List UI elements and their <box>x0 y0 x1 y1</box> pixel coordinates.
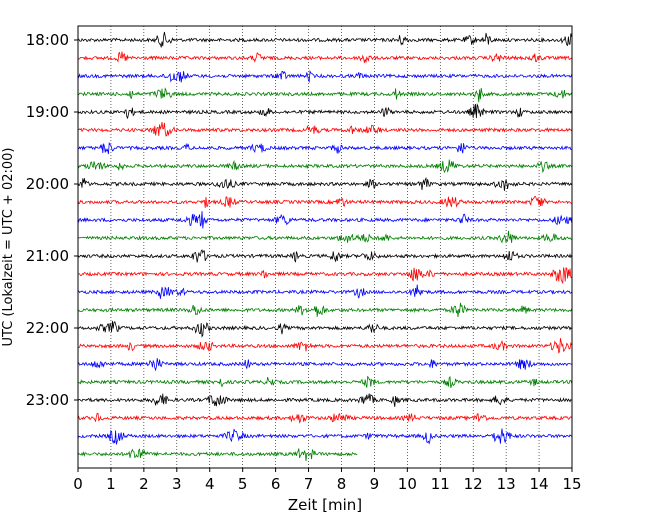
x-tick-label: 1 <box>106 475 116 493</box>
trace-2145 <box>77 302 572 318</box>
trace-2315 <box>77 412 572 424</box>
y-tick-label: 18:00 <box>26 31 69 49</box>
trace-1800 <box>77 31 572 48</box>
x-tick-label: 3 <box>172 475 182 493</box>
x-tick-label: 10 <box>398 475 417 493</box>
y-tick-label: 23:00 <box>26 391 69 409</box>
trace-2345 <box>77 448 358 462</box>
trace-2015 <box>77 196 572 208</box>
trace-1900 <box>77 103 572 120</box>
trace-1845 <box>77 87 572 103</box>
trace-1930 <box>77 141 572 155</box>
x-tick-label: 5 <box>238 475 248 493</box>
x-tick-label: 11 <box>431 475 450 493</box>
trace-2000 <box>77 176 572 191</box>
trace-2045 <box>77 230 572 244</box>
y-axis-label: UTC (Lokalzeit = UTC + 02:00) <box>1 148 16 347</box>
x-tick-label: 13 <box>497 475 516 493</box>
trace-1815 <box>77 51 572 64</box>
y-tick-label: 21:00 <box>26 247 69 265</box>
x-tick-label: 6 <box>271 475 281 493</box>
x-tick-label: 2 <box>139 475 149 493</box>
trace-2130 <box>77 284 572 299</box>
trace-2115 <box>77 267 572 285</box>
x-axis-ticks: 0 1 2 3 4 5 6 7 8 9 10 11 12 13 14 15 <box>73 468 582 493</box>
y-axis-ticks: 18:00 19:00 20:00 21:00 22:00 23:00 <box>26 31 78 409</box>
trace-2300 <box>77 393 572 407</box>
trace-2330 <box>77 428 572 445</box>
x-tick-label: 8 <box>337 475 347 493</box>
trace-1915 <box>77 122 572 137</box>
x-tick-label: 0 <box>73 475 83 493</box>
trace-2215 <box>77 338 572 354</box>
y-tick-label: 22:00 <box>26 319 69 337</box>
x-tick-label: 9 <box>370 475 380 493</box>
x-tick-label: 7 <box>304 475 314 493</box>
y-tick-label: 19:00 <box>26 103 69 121</box>
x-tick-label: 12 <box>464 475 483 493</box>
x-tick-label: 15 <box>562 475 581 493</box>
trace-1830 <box>77 69 572 84</box>
trace-2245 <box>77 375 572 389</box>
trace-2200 <box>77 320 572 338</box>
trace-group <box>77 31 572 462</box>
x-tick-label: 14 <box>530 475 549 493</box>
trace-1945 <box>77 159 572 174</box>
trace-2100 <box>77 249 572 263</box>
trace-2030 <box>77 211 572 229</box>
y-tick-label: 20:00 <box>26 175 69 193</box>
x-tick-label: 4 <box>205 475 215 493</box>
x-axis-label: Zeit [min] <box>288 496 362 514</box>
trace-2230 <box>77 358 572 372</box>
plot-frame <box>77 25 573 469</box>
